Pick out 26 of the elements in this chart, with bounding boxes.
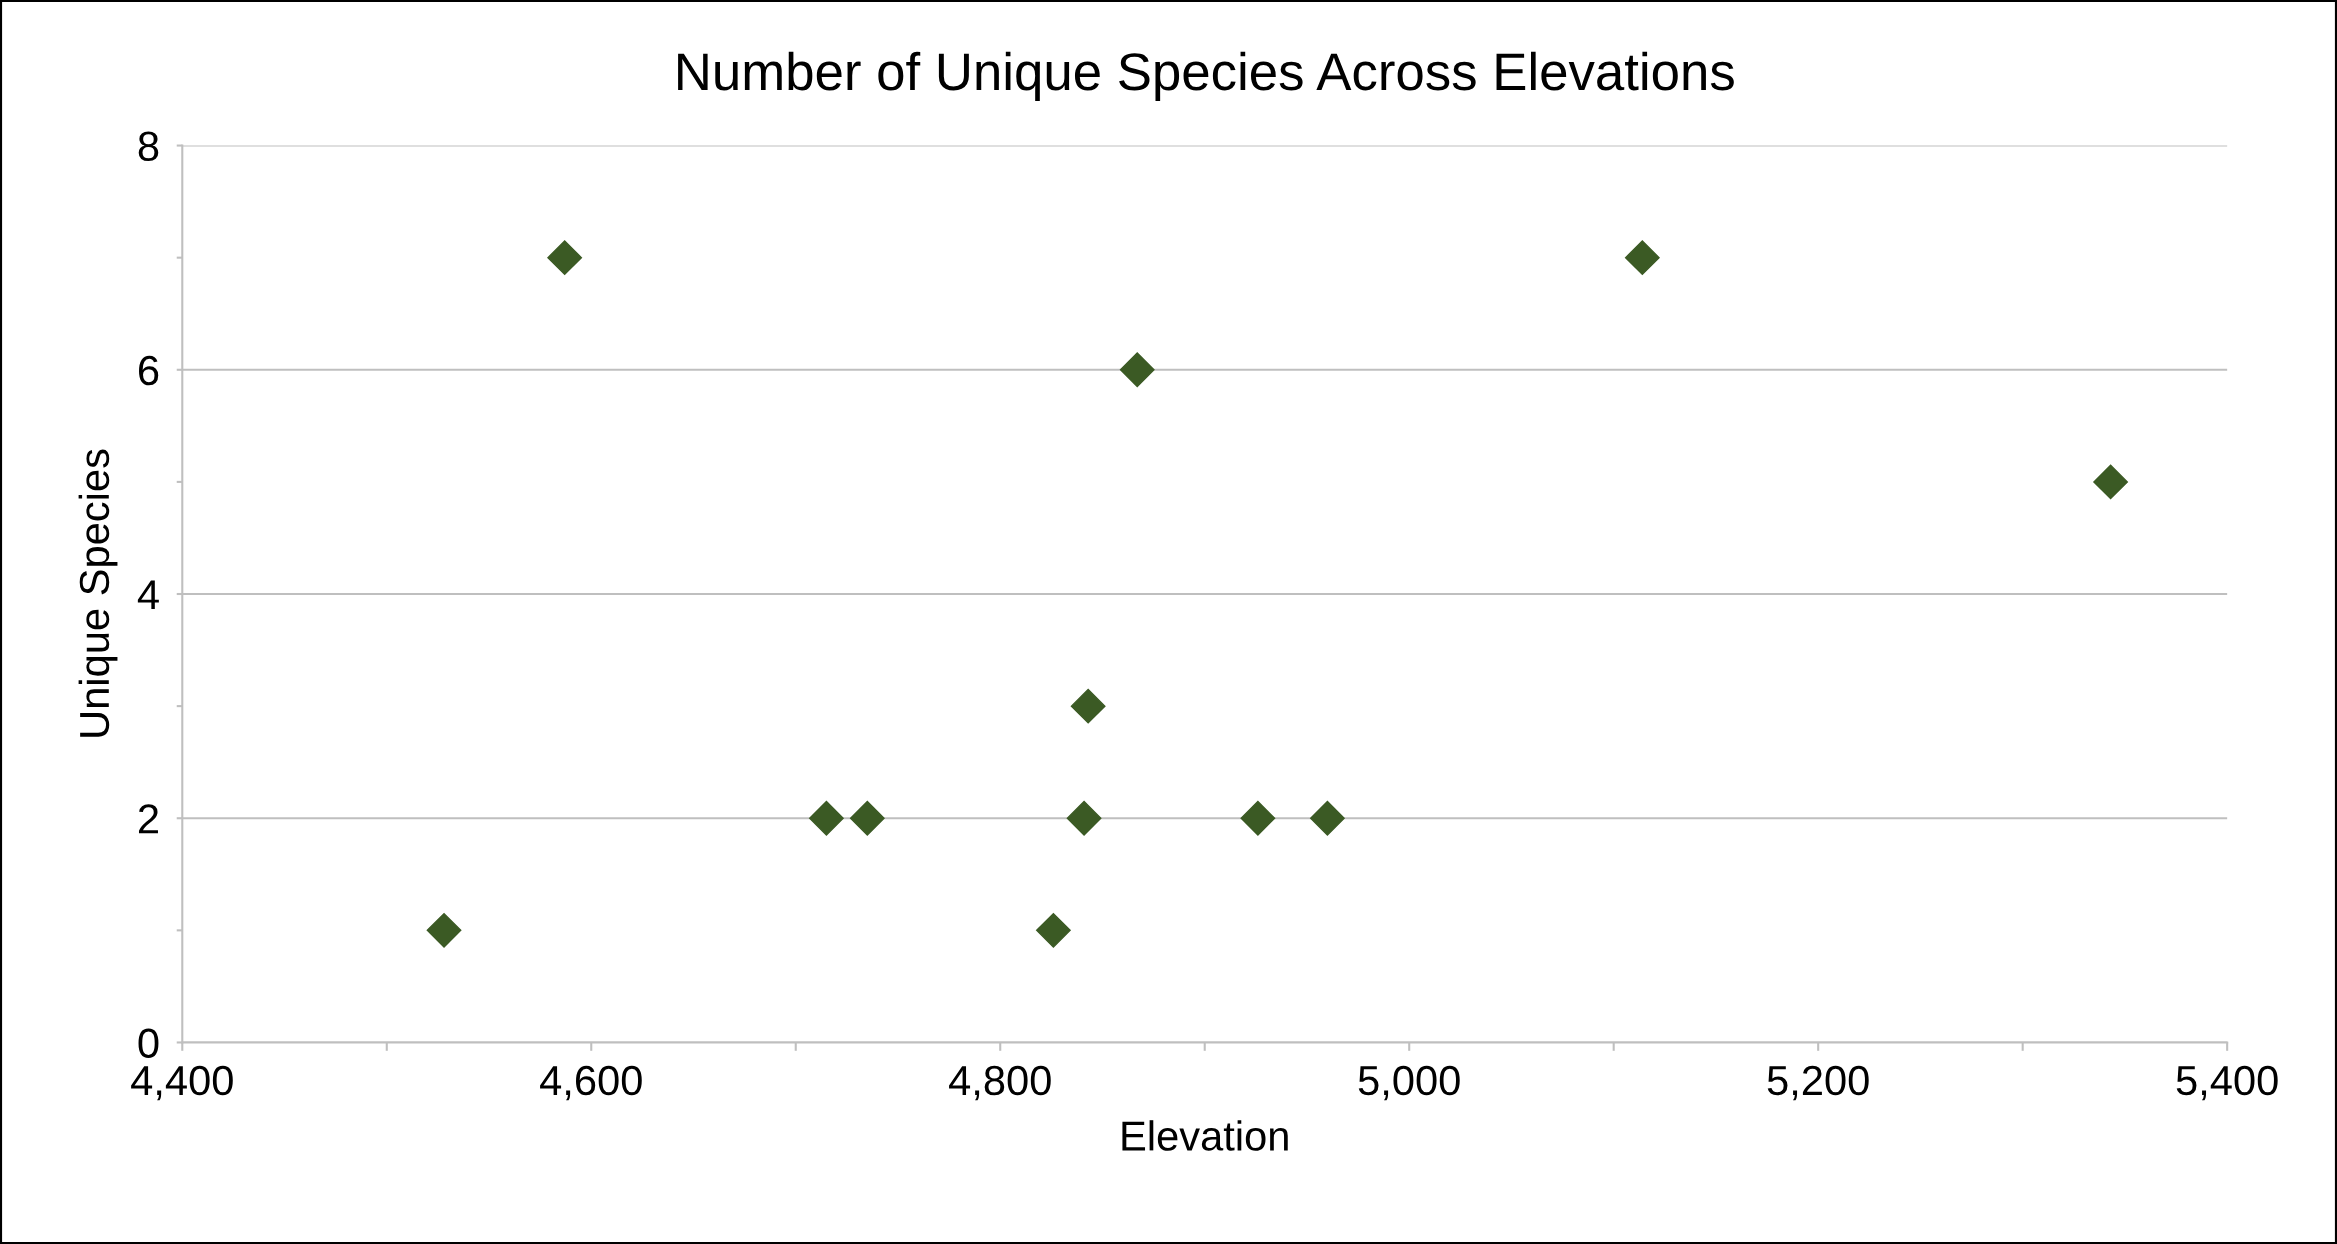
point <box>426 912 462 948</box>
x-tick-label: 5,000 <box>1358 1065 1460 1101</box>
point <box>1310 800 1345 836</box>
x-tick-label: 4,400 <box>131 1065 233 1101</box>
point <box>849 800 885 836</box>
x-tick-label: 4,600 <box>540 1065 642 1101</box>
y-tick-label: 8 <box>138 131 159 162</box>
y-tick-label: 6 <box>139 355 159 386</box>
y-tick-label: 2 <box>138 804 158 834</box>
chart-title: Number of Unique Species Across Elevations <box>678 51 1734 101</box>
point <box>1036 912 1071 948</box>
point <box>1070 688 1106 724</box>
point <box>1624 240 1660 276</box>
y-tick-label: 4 <box>137 580 159 610</box>
y-tick-label: 0 <box>138 1028 159 1058</box>
x-axis-title: Elevation <box>1122 1120 1288 1151</box>
x-tick-label: 5,200 <box>1767 1065 1869 1101</box>
point <box>547 240 583 276</box>
point <box>809 800 844 836</box>
point <box>1119 352 1155 388</box>
x-tick-label: 4,800 <box>949 1065 1051 1101</box>
y-axis-title: Unique Species <box>78 449 118 737</box>
point <box>2093 464 2128 500</box>
point <box>1066 800 1102 836</box>
x-tick-label: 5,400 <box>2176 1065 2278 1101</box>
point <box>1240 800 1276 836</box>
